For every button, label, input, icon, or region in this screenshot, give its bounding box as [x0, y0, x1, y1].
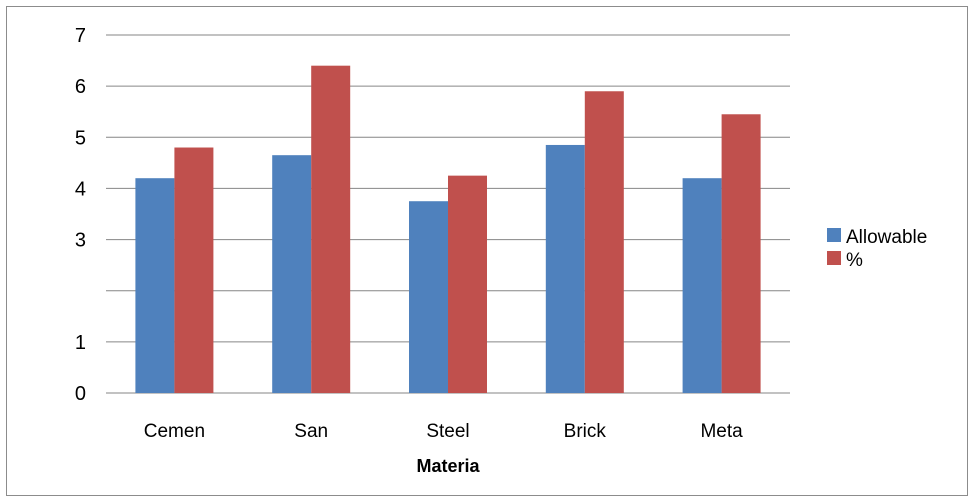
y-tick-label: 3 — [75, 230, 86, 252]
bar-percent — [584, 91, 624, 393]
bar-percent — [311, 65, 351, 393]
y-tick-label: 5 — [75, 127, 86, 149]
x-category-label: Meta — [700, 421, 743, 442]
y-tick-label: 7 — [75, 25, 86, 47]
y-tick-label: 1 — [75, 332, 86, 354]
x-category-label: San — [294, 421, 328, 442]
y-axis-ticks: 0 1 3 4 5 6 7 — [75, 25, 86, 405]
bars — [135, 65, 761, 394]
x-axis-categories: Cemen San Steel Brick Meta — [144, 421, 743, 442]
legend-label: % — [846, 250, 863, 271]
legend-swatch — [827, 228, 841, 242]
bar-allowable — [545, 144, 585, 393]
bar-allowable — [409, 201, 448, 393]
y-tick-label: 4 — [75, 178, 86, 200]
x-category-label: Cemen — [144, 421, 205, 442]
x-category-label: Steel — [426, 421, 469, 442]
legend-label: Allowable — [846, 227, 927, 248]
y-tick-label: 0 — [75, 383, 86, 405]
x-category-label: Brick — [564, 421, 607, 442]
x-axis-label: Materia — [416, 456, 480, 476]
bar-allowable — [682, 178, 722, 393]
bar-percent — [448, 175, 487, 393]
y-tick-label: 6 — [75, 76, 86, 98]
bar-percent — [721, 114, 761, 394]
bar-allowable — [135, 178, 175, 393]
bar-allowable — [272, 155, 312, 393]
bar-percent — [174, 147, 214, 393]
legend-swatch — [827, 251, 841, 265]
legend: Allowable% — [827, 227, 927, 271]
